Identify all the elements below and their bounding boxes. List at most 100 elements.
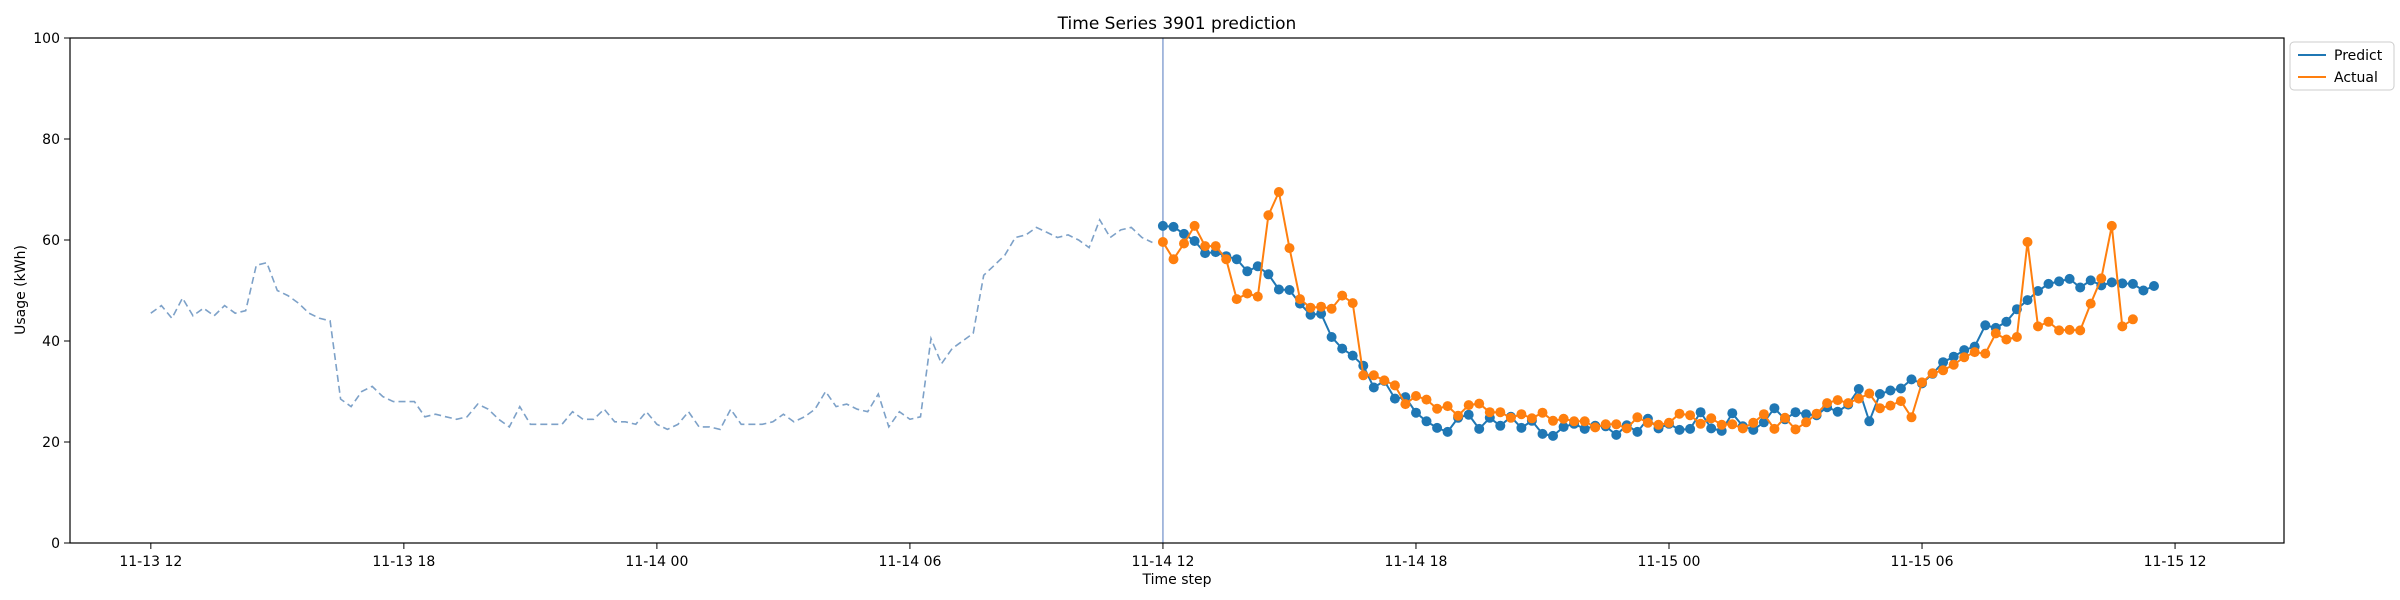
actual-point — [1895, 396, 1906, 407]
predict-point — [1938, 357, 1949, 368]
actual-point — [1432, 403, 1443, 414]
predict-point — [1832, 406, 1843, 417]
actual-point — [1442, 401, 1453, 412]
plot-area — [150, 38, 2159, 543]
predict-point — [1758, 417, 1769, 428]
actual-point — [1969, 347, 1980, 358]
predict-point — [1157, 220, 1168, 231]
actual-point — [1790, 424, 1801, 435]
actual-point — [1347, 298, 1358, 309]
actual-point — [1579, 416, 1590, 427]
actual-point — [1621, 423, 1632, 434]
predict-point — [2085, 275, 2096, 286]
actual-point — [2075, 325, 2086, 336]
predict-point — [1548, 430, 1558, 441]
actual-point — [1653, 419, 1664, 430]
actual-point — [2085, 298, 2096, 309]
legend-label-predict: Predict — [2334, 48, 2383, 64]
predict-point — [1421, 416, 1432, 427]
predict-point — [1980, 320, 1991, 331]
y-axis: 0 20 40 60 80 100 — [33, 31, 70, 552]
actual-point — [1463, 400, 1474, 411]
legend-label-actual: Actual — [2334, 70, 2378, 86]
actual-point — [1811, 408, 1822, 419]
predict-point — [1263, 269, 1274, 280]
y-tick-label: 20 — [42, 435, 60, 451]
predict-point — [1685, 423, 1696, 434]
actual-point — [1252, 291, 1263, 302]
predict-point — [2022, 295, 2033, 306]
actual-point — [1179, 238, 1189, 249]
predict-point — [1305, 309, 1316, 320]
predict-point — [1895, 383, 1906, 394]
predict-point — [1368, 382, 1379, 393]
actual-point — [1906, 412, 1917, 423]
actual-point — [1780, 412, 1790, 423]
actual-point — [1157, 237, 1168, 247]
predict-point — [1389, 393, 1400, 404]
x-tick-label: 11-14 12 — [1131, 554, 1194, 570]
actual-point — [1242, 288, 1253, 299]
actual-point — [1642, 417, 1653, 428]
actual-point — [1273, 187, 1284, 197]
x-tick-label: 11-13 12 — [119, 554, 182, 570]
actual-point — [2033, 321, 2043, 332]
actual-point — [1748, 417, 1759, 428]
actual-point — [1526, 413, 1537, 424]
predict-point — [1558, 421, 1569, 432]
predict-point — [1706, 423, 1717, 434]
actual-point — [1853, 393, 1864, 404]
actual-point — [2054, 325, 2065, 336]
predict-point — [1611, 429, 1622, 440]
y-axis-title: Usage (kWh) — [13, 245, 29, 335]
predict-point — [1337, 343, 1348, 354]
predict-point — [1801, 409, 1812, 420]
actual-point — [1727, 419, 1738, 430]
actual-point — [1168, 254, 1179, 265]
actual-point — [1495, 407, 1506, 418]
predict-point — [2033, 286, 2043, 296]
actual-point — [1674, 408, 1685, 419]
actual-point — [1990, 328, 2001, 339]
x-axis: 11-13 12 11-13 18 11-14 00 11-14 06 11-14 12… — [119, 543, 2207, 570]
predict-point — [1632, 426, 1643, 437]
actual-point — [1843, 398, 1854, 409]
actual-point — [1421, 394, 1432, 405]
x-axis-title: Time step — [1142, 572, 1212, 588]
predict-point — [1769, 403, 1780, 414]
predict-point — [1906, 374, 1917, 385]
predict-point — [2001, 316, 2012, 327]
actual-point — [1685, 410, 1696, 421]
actual-point — [1664, 417, 1674, 428]
predict-point — [1168, 221, 1179, 232]
predict-point — [1463, 409, 1474, 420]
actual-point — [1590, 422, 1601, 433]
predict-point — [1537, 428, 1548, 439]
actual-point — [1706, 413, 1717, 424]
predict-point — [1495, 420, 1506, 431]
predict-point — [2054, 276, 2065, 287]
predict-point — [1326, 332, 1337, 342]
actual-point — [1189, 220, 1200, 231]
plot-frame — [69, 37, 2285, 544]
actual-point — [1611, 419, 1622, 430]
x-tick-label: 11-13 18 — [372, 554, 435, 570]
actual-point — [1326, 303, 1337, 314]
predict-point — [1242, 266, 1253, 277]
predict-point — [1516, 422, 1527, 433]
actual-point — [1284, 243, 1295, 254]
predict-point — [1874, 389, 1885, 399]
actual-point — [1885, 400, 1896, 411]
actual-point — [2064, 324, 2075, 335]
actual-point — [1411, 391, 1421, 401]
actual-point — [1221, 254, 1232, 265]
predict-point — [1864, 416, 1875, 427]
actual-point — [1737, 423, 1748, 434]
predict-point — [1252, 261, 1263, 272]
actual-point — [1453, 410, 1464, 421]
actual-point — [1484, 407, 1495, 418]
actual-point — [1569, 416, 1580, 427]
y-tick-label: 40 — [42, 334, 60, 350]
predict-point — [2106, 277, 2117, 288]
actual-point — [2127, 314, 2138, 325]
